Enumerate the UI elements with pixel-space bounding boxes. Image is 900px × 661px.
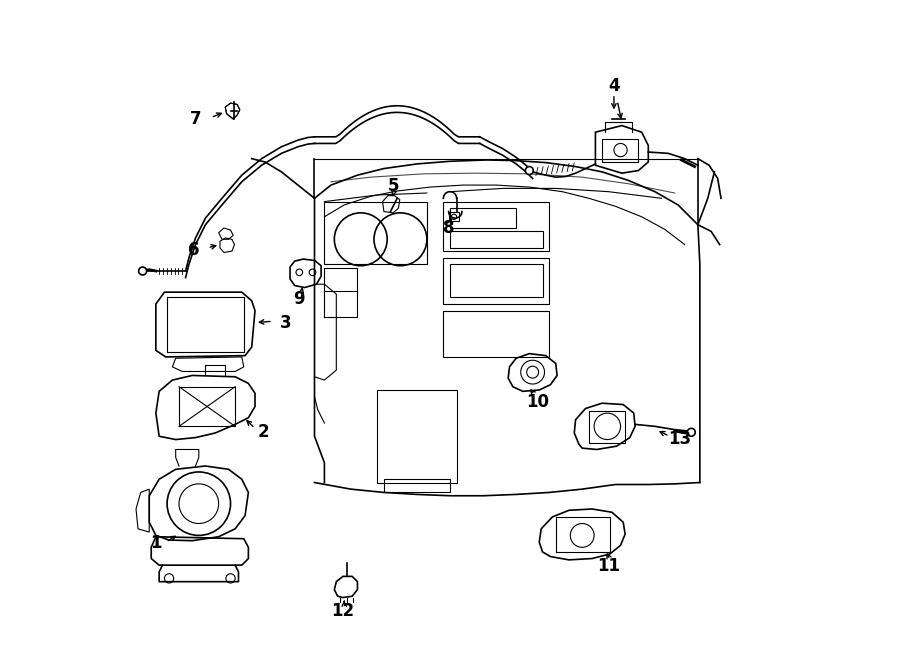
Circle shape [526,167,534,175]
Text: 4: 4 [608,77,620,95]
Text: 1: 1 [150,534,162,553]
Circle shape [139,267,147,275]
Text: 10: 10 [526,393,549,411]
Text: 13: 13 [669,430,691,448]
Bar [377,390,456,483]
Bar [602,139,638,162]
Bar [444,202,549,251]
Bar [444,258,549,304]
Text: 8: 8 [443,219,454,237]
Bar [449,212,459,221]
Bar [450,208,516,228]
Text: 11: 11 [597,557,620,576]
Text: 7: 7 [190,110,202,128]
Bar [384,479,450,492]
Text: 2: 2 [257,423,269,442]
Bar [324,202,427,264]
Bar [444,311,549,357]
Text: 5: 5 [388,177,400,196]
Text: 9: 9 [293,290,305,308]
Bar [450,264,543,297]
Bar [450,231,543,248]
Text: 12: 12 [331,602,355,621]
Circle shape [688,428,695,436]
Text: 6: 6 [188,241,199,259]
Text: 3: 3 [280,313,292,332]
